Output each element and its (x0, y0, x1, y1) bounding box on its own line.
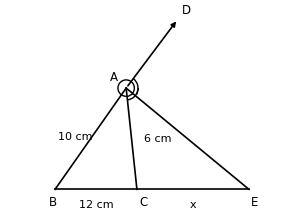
Text: 12 cm: 12 cm (79, 200, 113, 210)
Text: C: C (139, 196, 147, 209)
Text: A: A (109, 71, 118, 84)
Text: 6 cm: 6 cm (144, 134, 172, 144)
Text: B: B (49, 196, 57, 209)
Text: x: x (190, 200, 196, 210)
Text: E: E (251, 196, 258, 209)
Text: 10 cm: 10 cm (58, 131, 93, 141)
Text: D: D (182, 4, 191, 17)
